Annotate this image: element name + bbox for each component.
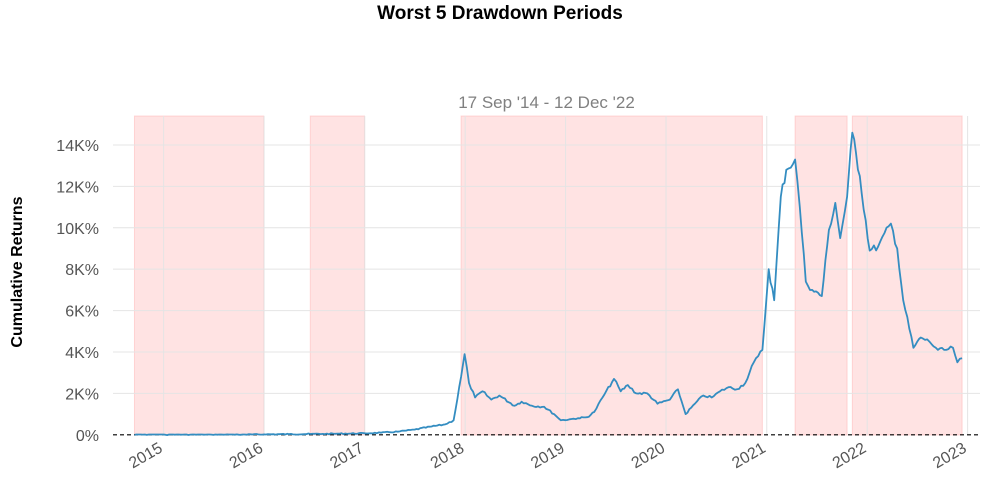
x-tick-label: 2019 — [528, 440, 567, 473]
x-tick-label: 2020 — [629, 440, 668, 473]
y-tick-label: 12K% — [56, 179, 99, 196]
y-tick-labels: 0% 2K% 4K% 6K% 8K% 10K% 12K% 14K% — [56, 138, 99, 445]
y-tick-label: 0% — [76, 428, 99, 445]
x-tick-label: 2021 — [729, 440, 768, 473]
y-tick-label: 14K% — [56, 138, 99, 155]
y-tick-label: 6K% — [65, 304, 99, 321]
y-tick-label: 4K% — [65, 345, 99, 362]
drawdown-period-1 — [133, 115, 265, 436]
drawdown-regions — [133, 115, 963, 436]
y-tick-label: 10K% — [56, 221, 99, 238]
x-tick-label: 2015 — [126, 440, 165, 473]
y-tick-label: 2K% — [65, 386, 99, 403]
x-tick-label: 2022 — [830, 440, 869, 473]
y-tick-label: 8K% — [65, 262, 99, 279]
drawdown-period-4 — [794, 115, 848, 436]
x-tick-label: 2023 — [930, 440, 969, 473]
cumulative-returns-line — [134, 131, 963, 436]
x-tick-label: 2017 — [327, 440, 366, 473]
x-tick-label: 2018 — [428, 440, 467, 473]
horizontal-gridlines — [113, 144, 980, 394]
drawdown-period-3 — [460, 115, 763, 436]
drawdown-period-5 — [851, 115, 963, 436]
chart-title: Worst 5 Drawdown Periods — [377, 3, 623, 24]
x-tick-label: 2016 — [227, 440, 266, 473]
chart-subtitle: 17 Sep '14 - 12 Dec '22 — [458, 93, 635, 112]
drawdown-period-2 — [309, 115, 365, 436]
vertical-gridlines — [163, 116, 969, 435]
x-tick-labels: 2015 2016 2017 2018 2019 2020 2021 2022 2023 — [126, 440, 969, 473]
